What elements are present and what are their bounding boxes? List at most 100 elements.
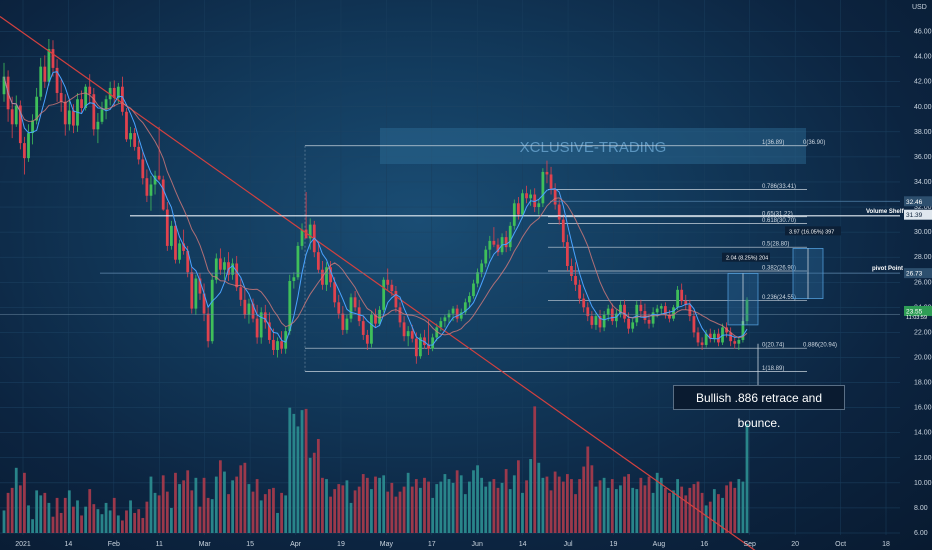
candle-body <box>84 86 88 109</box>
candle-body <box>316 252 320 270</box>
candle-body <box>659 306 663 309</box>
candle-body <box>676 289 679 308</box>
volume-bar <box>594 486 598 533</box>
volume-bar <box>206 497 210 533</box>
volume-bar <box>745 423 749 533</box>
volume-bar <box>280 492 283 533</box>
candle-body <box>59 92 63 102</box>
volume-bar <box>235 476 239 533</box>
volume-bar <box>10 487 14 533</box>
volume-bar <box>378 477 381 533</box>
candle-body <box>251 303 255 319</box>
volume-bar <box>627 474 630 533</box>
y-tick-label: 8.00 <box>914 505 928 512</box>
candle-body <box>133 133 137 147</box>
candle-body <box>182 243 186 251</box>
candle-body <box>288 281 292 332</box>
candle-body <box>394 291 398 308</box>
candle-body <box>210 279 214 342</box>
overlay-layer: Volume Shelf pivot Point 2.04 (8.25%) 204 3… <box>0 16 905 550</box>
volume-bar <box>521 492 524 533</box>
candle-body <box>443 317 447 322</box>
annotation-text: Bullish .886 retrace and bounce. <box>695 391 823 430</box>
volume-bar <box>125 510 128 533</box>
candle-body <box>247 303 251 315</box>
candle-body <box>341 313 345 330</box>
candle-body <box>561 219 565 243</box>
volume-bar <box>663 487 667 533</box>
last-price-time: 11:03:59 <box>906 315 927 321</box>
candle-body <box>647 319 651 324</box>
x-tick-label: 14 <box>519 541 527 548</box>
candle-body <box>570 265 573 276</box>
volume-bar <box>267 489 271 533</box>
candle-body <box>243 299 247 315</box>
volume-bar <box>312 452 316 533</box>
volume-bar <box>529 459 533 533</box>
volume-bar <box>619 485 622 533</box>
candle-body <box>108 87 112 100</box>
volume-bar <box>541 477 545 533</box>
candle-body <box>468 296 471 303</box>
volume-bar <box>243 462 247 533</box>
candle-body <box>480 263 484 273</box>
candle-body <box>512 203 516 226</box>
y-tick-label: 18.00 <box>914 380 932 387</box>
candle-body <box>300 229 304 246</box>
y-tick-label: 16.00 <box>914 405 932 412</box>
y-tick-label: 20.00 <box>914 354 932 361</box>
volume-bar <box>251 491 255 533</box>
volume-bar <box>578 479 582 533</box>
candle-body <box>374 314 377 324</box>
volume-bar <box>337 484 341 533</box>
volume-bar <box>582 466 586 533</box>
volume-bar <box>178 484 181 533</box>
volume-bar <box>504 469 508 533</box>
candle-body <box>67 110 71 125</box>
volume-bar <box>565 474 569 533</box>
x-tick-label: Mar <box>199 541 212 548</box>
volume-bar <box>35 490 39 533</box>
candle-body <box>92 94 96 130</box>
volume-bar <box>410 486 414 533</box>
volume-bar <box>67 490 71 533</box>
trend-line <box>0 16 756 550</box>
candle-body <box>504 237 508 248</box>
volume-bar <box>157 495 161 533</box>
candle-body <box>349 297 353 319</box>
candle-body <box>472 283 475 297</box>
candle-body <box>304 229 308 239</box>
volume-bar <box>161 475 165 533</box>
candle-body <box>292 277 296 282</box>
volume-bar <box>165 491 169 533</box>
candle-body <box>537 203 541 208</box>
volume-bar <box>304 408 308 533</box>
candle-body <box>745 299 749 322</box>
candle-body <box>365 334 369 344</box>
volume-bar <box>435 484 439 533</box>
volume-bar <box>59 512 63 533</box>
volume-bar <box>704 505 708 533</box>
volume-bar <box>149 476 153 533</box>
volume-bar <box>88 489 92 533</box>
x-tick-label: Aug <box>653 541 666 548</box>
candle-body <box>325 267 328 285</box>
candle-body <box>668 314 671 319</box>
volume-bar <box>431 497 435 533</box>
volume-bar <box>696 481 700 533</box>
candle-body <box>96 121 100 130</box>
volume-bar <box>141 517 145 533</box>
candle-body <box>27 133 30 159</box>
volume-bar <box>23 472 26 533</box>
volume-bar <box>692 484 696 533</box>
candle-body <box>353 297 357 308</box>
volume-bar <box>516 460 520 533</box>
candle-body <box>680 289 684 302</box>
volume-bar <box>6 492 10 533</box>
candle-body <box>610 308 614 322</box>
volume-bar <box>51 516 55 533</box>
fib-label: 1(18.89) <box>762 366 784 372</box>
last-price-tag: 23.55 <box>906 308 923 315</box>
candle-body <box>435 327 439 338</box>
